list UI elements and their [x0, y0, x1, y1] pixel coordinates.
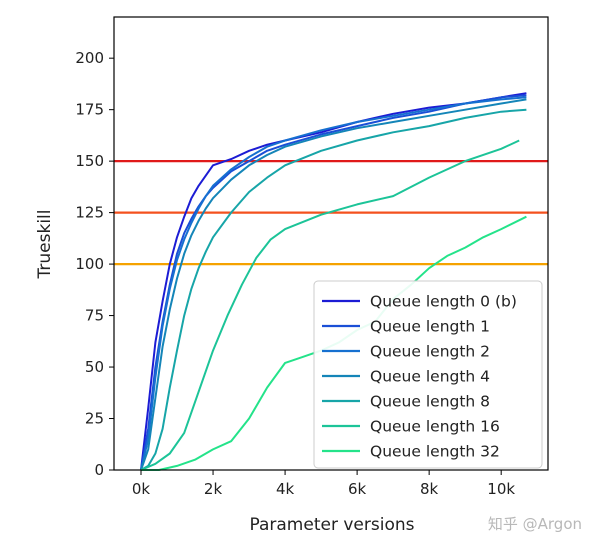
axes: 0k 2k 4k 6k 8k 10k 0 25 50 75 100 125 150 175 200 — [75, 16, 549, 498]
y-tick-label: 100 — [75, 255, 104, 273]
legend-label: Queue length 4 — [370, 368, 490, 386]
y-tick-label: 125 — [75, 204, 104, 222]
x-tick-label: 2k — [204, 480, 223, 498]
x-tick-label: 0k — [132, 480, 151, 498]
x-tick-label: 10k — [487, 480, 515, 498]
y-tick-label: 0 — [94, 461, 104, 479]
y-tick-label: 175 — [75, 101, 104, 119]
y-tick-label: 150 — [75, 152, 104, 170]
x-tick-label: 8k — [420, 480, 439, 498]
series-line-3 — [140, 98, 527, 471]
x-tick-label: 4k — [276, 480, 295, 498]
legend-label: Queue length 16 — [370, 418, 500, 436]
series-line-4 — [140, 108, 527, 471]
plot-frame — [113, 16, 549, 471]
legend-box — [313, 280, 543, 469]
y-tick-label: 25 — [85, 410, 104, 428]
x-tick-label: 6k — [348, 480, 367, 498]
y-tick-label: 200 — [75, 49, 104, 67]
legend-label: Queue length 2 — [370, 343, 490, 361]
legend-label: Queue length 8 — [370, 393, 490, 411]
series-line-2 — [140, 96, 527, 471]
y-axis-label: Trueskill — [35, 210, 55, 280]
y-tick-label: 50 — [85, 358, 104, 376]
series-lines — [140, 92, 527, 471]
watermark: 知乎 @Argon — [487, 515, 582, 533]
y-tick-label: 75 — [85, 307, 104, 325]
series-line-0 — [140, 92, 527, 471]
legend-label: Queue length 32 — [370, 443, 500, 461]
legend: Queue length 0 (b) Queue length 1 Queue le… — [313, 280, 543, 469]
legend-label: Queue length 1 — [370, 318, 490, 336]
x-axis-label: Parameter versions — [250, 515, 415, 535]
series-line-5 — [140, 139, 520, 471]
legend-label: Queue length 0 (b) — [370, 293, 517, 311]
